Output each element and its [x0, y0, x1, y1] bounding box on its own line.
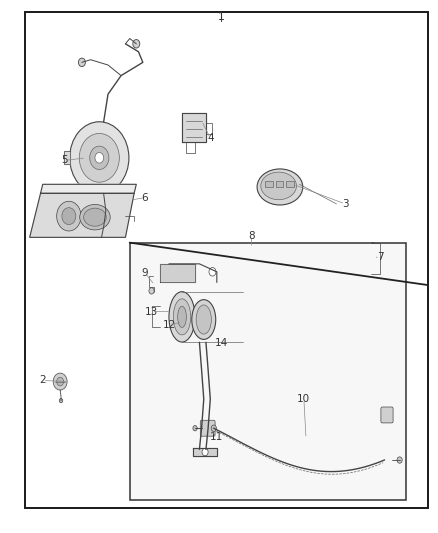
- Circle shape: [95, 152, 104, 163]
- Ellipse shape: [84, 208, 106, 226]
- Circle shape: [62, 208, 76, 224]
- Bar: [265, 181, 272, 187]
- Ellipse shape: [261, 172, 297, 200]
- Circle shape: [53, 373, 67, 390]
- Polygon shape: [64, 151, 70, 164]
- Circle shape: [90, 146, 109, 169]
- Circle shape: [133, 39, 140, 48]
- Text: 12: 12: [162, 320, 176, 330]
- Text: 5: 5: [61, 156, 68, 165]
- Circle shape: [79, 133, 119, 182]
- Circle shape: [70, 122, 129, 194]
- FancyBboxPatch shape: [381, 407, 393, 423]
- Text: 6: 6: [142, 192, 148, 203]
- Circle shape: [211, 425, 216, 431]
- Circle shape: [59, 399, 63, 403]
- Bar: [276, 181, 283, 187]
- Text: 1: 1: [218, 12, 225, 22]
- Ellipse shape: [178, 306, 186, 327]
- Polygon shape: [41, 184, 136, 193]
- Circle shape: [57, 201, 81, 231]
- Text: 4: 4: [207, 133, 214, 143]
- Text: 8: 8: [248, 231, 255, 241]
- Text: 7: 7: [377, 252, 383, 262]
- Circle shape: [193, 425, 197, 431]
- Text: 13: 13: [145, 306, 158, 317]
- Text: 14: 14: [215, 338, 228, 349]
- Circle shape: [397, 457, 402, 463]
- Ellipse shape: [169, 292, 195, 342]
- Polygon shape: [193, 448, 217, 456]
- FancyBboxPatch shape: [200, 420, 215, 436]
- Polygon shape: [182, 113, 206, 142]
- Ellipse shape: [257, 169, 303, 205]
- Ellipse shape: [80, 205, 110, 230]
- Bar: [130, 243, 406, 500]
- Text: 3: 3: [342, 199, 349, 209]
- Circle shape: [57, 377, 64, 386]
- Text: 10: 10: [297, 394, 311, 404]
- Circle shape: [371, 243, 375, 248]
- Polygon shape: [160, 264, 195, 282]
- Ellipse shape: [196, 305, 212, 334]
- Text: 9: 9: [142, 268, 148, 278]
- Circle shape: [209, 268, 216, 276]
- Circle shape: [371, 269, 375, 274]
- Text: 1: 1: [218, 12, 225, 22]
- Text: 11: 11: [210, 432, 223, 442]
- Circle shape: [202, 448, 208, 456]
- Ellipse shape: [173, 299, 191, 335]
- Circle shape: [78, 58, 85, 67]
- Text: 2: 2: [39, 375, 46, 385]
- Bar: [286, 181, 294, 187]
- Ellipse shape: [192, 300, 216, 340]
- Circle shape: [149, 288, 154, 294]
- Polygon shape: [30, 193, 134, 237]
